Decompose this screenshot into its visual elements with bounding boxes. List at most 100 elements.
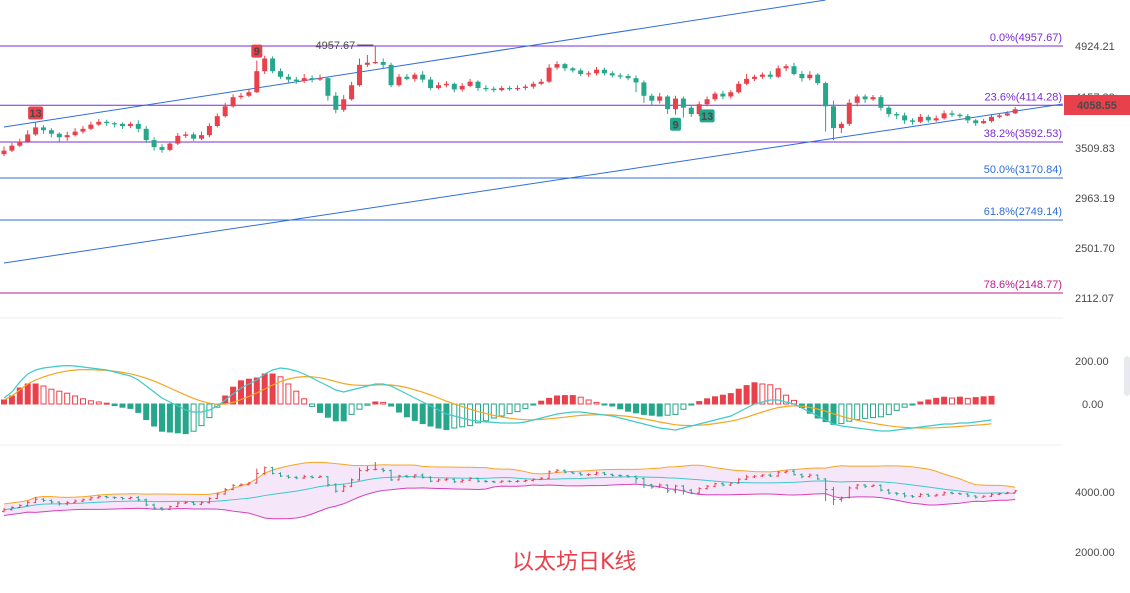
candle-body — [238, 95, 244, 98]
macd-histogram-bar — [396, 403, 402, 413]
candle-body — [941, 113, 947, 119]
macd-histogram-bar — [514, 403, 521, 413]
macd-histogram-bar — [941, 396, 948, 405]
macd-histogram-bar — [814, 403, 821, 419]
macd-histogram-bar — [633, 403, 639, 414]
macd-histogram-bar — [143, 403, 150, 421]
macd-histogram-bar — [917, 401, 924, 405]
macd-histogram-bar — [554, 395, 560, 405]
macd-dif-line — [3, 364, 992, 432]
macd-histogram-bar — [324, 403, 331, 418]
candle-body — [957, 114, 963, 117]
high-price-annotation: 4957.67 — [316, 40, 356, 52]
candle-body — [254, 71, 260, 93]
fib-level-label: 38.2%(3592.53) — [984, 128, 1062, 140]
candle-body — [673, 98, 678, 110]
macd-histogram-bar — [569, 395, 576, 405]
macd-histogram-bar — [664, 403, 671, 416]
candle-body — [364, 62, 370, 65]
candle-body — [96, 121, 102, 125]
macd-histogram-bar — [348, 403, 355, 415]
candle-body — [428, 79, 434, 89]
macd-histogram-bar — [64, 392, 71, 405]
macd-histogram-bar — [356, 403, 363, 410]
macd-histogram-bar — [166, 403, 173, 433]
candle-body — [230, 97, 236, 107]
candle-body — [278, 71, 283, 77]
macd-histogram-bar — [174, 403, 181, 434]
macd-histogram-bar — [119, 403, 126, 408]
candle-body — [925, 116, 931, 121]
macd-histogram-bar — [411, 403, 418, 421]
macd-histogram-bar — [482, 403, 489, 422]
fib-level-label: 23.6%(4114.28) — [985, 91, 1062, 103]
macd-histogram-bar — [956, 396, 963, 405]
macd-histogram-bar — [253, 377, 260, 405]
macd-histogram-bar — [901, 403, 908, 408]
candle-body — [625, 76, 631, 79]
candle-body — [151, 140, 157, 148]
price-axis-tick: 2501.70 — [1075, 243, 1115, 255]
candle-body — [680, 98, 686, 108]
macd-histogram-bar — [838, 403, 845, 425]
candle-body — [301, 78, 307, 81]
bollinger-band-fill — [4, 462, 1016, 519]
candle-body — [759, 74, 765, 77]
macd-histogram-bar — [680, 403, 687, 410]
macd-histogram-bar — [727, 393, 734, 405]
candle-body — [475, 81, 481, 89]
price-axis-tick: 4924.21 — [1075, 41, 1115, 53]
macd-histogram-bar — [403, 403, 410, 418]
candle-body — [459, 85, 465, 90]
candle-body — [9, 145, 15, 151]
candle-body — [917, 116, 923, 122]
candle-body — [633, 78, 639, 83]
candle-body — [436, 85, 441, 89]
candle-body — [159, 147, 165, 150]
macd-histogram-bar — [111, 403, 118, 407]
macd-histogram-bar — [854, 403, 861, 421]
macd-histogram-bar — [372, 401, 379, 405]
candle-body — [206, 126, 212, 136]
macd-histogram-bar — [506, 403, 513, 415]
candle-body — [902, 115, 908, 121]
macd-histogram-bar — [24, 383, 31, 405]
candle-body — [696, 104, 702, 115]
candle-body — [807, 74, 813, 79]
macd-histogram-bar — [980, 396, 987, 405]
macd-histogram-bar — [419, 403, 426, 425]
candle-body — [949, 113, 955, 115]
candle-body — [270, 58, 276, 72]
candle-body — [507, 88, 513, 90]
candle-body — [878, 97, 884, 108]
macd-histogram-bar — [443, 403, 450, 431]
candle-body — [246, 92, 252, 96]
candle-body — [56, 133, 62, 138]
candle-body — [578, 70, 584, 74]
candle-body — [720, 93, 726, 97]
macd-histogram-bar — [530, 403, 537, 406]
candle-body — [317, 78, 323, 80]
scroll-handle[interactable] — [1124, 356, 1130, 396]
macd-histogram-bar — [712, 396, 718, 405]
macd-histogram-bar — [190, 403, 197, 432]
macd-dea-line — [3, 369, 992, 429]
macd-histogram-bar — [909, 403, 916, 406]
candle-body — [870, 97, 876, 100]
macd-histogram-bar — [127, 403, 134, 409]
macd-histogram-bar — [269, 373, 276, 405]
channel-line — [3, 0, 826, 128]
macd-histogram-bar — [877, 403, 884, 418]
macd-histogram-bar — [933, 397, 940, 405]
td-marker-badge — [28, 106, 44, 120]
candle-body — [522, 86, 528, 89]
macd-histogram-bar — [364, 403, 371, 406]
candle-body — [862, 96, 868, 100]
candle-body — [72, 131, 78, 136]
macd-histogram-bar — [48, 388, 55, 405]
candle-body — [333, 95, 339, 110]
macd-histogram-bar — [317, 403, 323, 413]
macd-histogram-bar — [32, 383, 39, 405]
candle-body — [846, 102, 852, 124]
